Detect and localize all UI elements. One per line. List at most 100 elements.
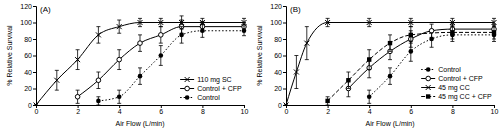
error-bar xyxy=(117,90,121,103)
y-tick-mark xyxy=(33,6,36,7)
x-tick-label: 2 xyxy=(326,108,330,115)
x-tick: 10 xyxy=(491,105,499,115)
y-tick-label: 20 xyxy=(274,85,282,92)
legend-label: 110 mg SC xyxy=(197,76,232,84)
y-tick-label: 0 xyxy=(28,102,32,109)
chart: 0204060801001200246810Air Flow (L/min)% … xyxy=(0,0,500,131)
data-point xyxy=(159,33,164,38)
legend-label: Control xyxy=(197,94,220,101)
y-tick-mark xyxy=(283,89,286,90)
data-point xyxy=(34,103,39,106)
x-tick-label: 10 xyxy=(241,108,249,115)
x-tick: 4 xyxy=(368,105,372,115)
y-tick-label: 100 xyxy=(20,19,32,26)
y-tick-label: 120 xyxy=(20,3,32,10)
legend-marker xyxy=(426,85,431,90)
error-bar xyxy=(409,18,413,26)
panel: 0204060801001200246810Air Flow (L/min)% … xyxy=(256,3,498,128)
y-tick-mark xyxy=(283,56,286,57)
y-tick-mark xyxy=(283,23,286,24)
error-bar xyxy=(159,46,163,66)
y-axis-title: % Relative Survival xyxy=(256,25,263,86)
x-axis: 0246810 xyxy=(35,105,249,115)
data-point xyxy=(492,20,497,25)
y-axis: 020406080100120 xyxy=(20,3,36,109)
error-bar xyxy=(96,72,100,89)
data-point xyxy=(346,78,350,82)
legend-item: Control xyxy=(421,66,461,73)
y-tick: 60 xyxy=(274,52,286,59)
legend-marker xyxy=(185,95,190,100)
error-bar xyxy=(138,68,142,85)
error-bar xyxy=(450,18,454,26)
error-bar xyxy=(367,18,371,26)
error-bar xyxy=(76,90,80,103)
error-bar xyxy=(367,50,371,70)
x-tick: 8 xyxy=(451,105,455,115)
legend-item: Control + CFP xyxy=(421,75,483,82)
legend-label: 45 mg CC xyxy=(438,84,470,92)
data-point xyxy=(242,28,247,33)
y-tick-mark xyxy=(33,39,36,40)
error-bar xyxy=(409,27,413,44)
data-point xyxy=(179,33,184,38)
y-tick-label: 0 xyxy=(278,102,282,109)
error-bar xyxy=(492,18,496,26)
error-bar xyxy=(138,35,142,52)
x-tick-label: 2 xyxy=(76,108,80,115)
legend-item: 45 mg CC xyxy=(421,84,470,92)
error-bar xyxy=(96,97,100,105)
data-point xyxy=(138,74,143,79)
legend-label: Control + CFP xyxy=(197,85,242,92)
error-bar xyxy=(492,26,496,39)
data-point xyxy=(284,103,289,106)
y-tick: 120 xyxy=(20,3,36,10)
error-bar xyxy=(450,26,454,39)
legend-label: Control + CFP xyxy=(438,75,483,82)
data-point xyxy=(429,28,434,33)
data-point xyxy=(450,30,454,34)
legend-item: Control + CFP xyxy=(180,85,242,92)
error-bar xyxy=(388,68,392,85)
y-tick: 40 xyxy=(24,69,36,76)
data-point xyxy=(138,41,143,46)
plot-area xyxy=(284,18,497,105)
y-tick-mark xyxy=(33,89,36,90)
x-tick-label: 4 xyxy=(118,108,122,115)
panel: 0204060801001200246810Air Flow (L/min)% … xyxy=(6,3,248,128)
y-axis-title: % Relative Survival xyxy=(6,25,13,86)
legend-marker xyxy=(185,77,190,82)
x-tick: 6 xyxy=(159,105,163,115)
legend-marker xyxy=(185,86,190,91)
error-bar xyxy=(117,50,121,70)
x-tick-label: 4 xyxy=(368,108,372,115)
data-point xyxy=(409,33,413,37)
y-tick-mark xyxy=(283,105,286,106)
y-tick-mark xyxy=(283,39,286,40)
x-tick-label: 0 xyxy=(35,108,39,115)
x-axis: 0246810 xyxy=(285,105,499,115)
data-point xyxy=(159,53,164,58)
data-point xyxy=(96,99,101,104)
error-bar xyxy=(388,35,392,52)
x-tick-label: 6 xyxy=(159,108,163,115)
data-point xyxy=(75,94,80,99)
data-point xyxy=(450,20,455,25)
y-tick-label: 40 xyxy=(24,69,32,76)
data-point xyxy=(367,57,371,61)
y-axis-line xyxy=(283,7,287,106)
y-tick: 120 xyxy=(270,3,286,10)
legend-marker xyxy=(426,67,431,72)
data-point xyxy=(388,41,392,45)
error-bar xyxy=(346,72,350,89)
data-point xyxy=(294,70,299,75)
data-point xyxy=(325,99,329,103)
legend-label: 45 mg CC + CFP xyxy=(438,93,492,101)
x-tick: 0 xyxy=(35,105,39,115)
error-bar xyxy=(367,90,371,103)
data-point xyxy=(304,41,309,46)
error-bar xyxy=(117,20,121,33)
y-tick: 100 xyxy=(20,19,36,26)
error-bar xyxy=(96,27,100,44)
y-tick-mark xyxy=(33,23,36,24)
